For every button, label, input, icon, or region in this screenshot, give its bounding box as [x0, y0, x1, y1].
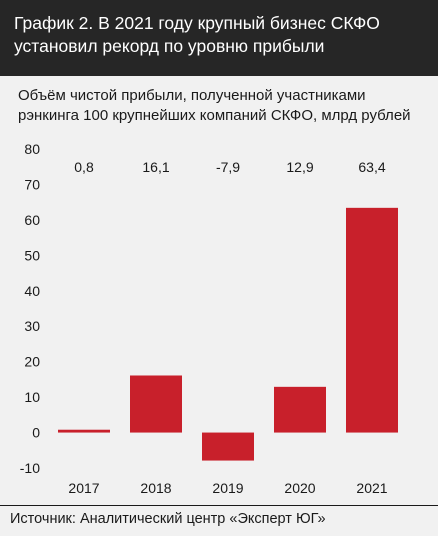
data-label: 63,4	[358, 159, 385, 175]
y-tick-label: 60	[24, 212, 40, 228]
y-tick-label: 10	[24, 389, 40, 405]
y-tick-label: 70	[24, 176, 40, 192]
x-tick-label: 2019	[212, 480, 243, 495]
footer-divider	[0, 505, 438, 506]
data-label: 16,1	[142, 159, 169, 175]
data-label: 12,9	[286, 159, 313, 175]
bar-2019	[202, 432, 254, 461]
chart-header: График 2. В 2021 году крупный бизнес СКФ…	[0, 0, 438, 76]
x-tick-label: 2020	[284, 480, 315, 495]
x-tick-label: 2017	[68, 480, 99, 495]
y-tick-label: 80	[24, 141, 40, 157]
bar-2017	[58, 429, 110, 433]
y-tick-label: 50	[24, 247, 40, 263]
y-tick-label: 30	[24, 318, 40, 334]
source-note: Источник: Аналитический центр «Эксперт Ю…	[10, 511, 326, 527]
bar-2021	[346, 207, 398, 433]
chart-subtitle: Объём чистой прибыли, полученной участни…	[18, 87, 411, 124]
y-tick-label: -10	[20, 460, 40, 476]
chart-title: График 2. В 2021 году крупный бизнес СКФ…	[14, 13, 380, 56]
data-label: -7,9	[216, 159, 240, 175]
y-tick-label: 40	[24, 283, 40, 299]
y-tick-label: 20	[24, 354, 40, 370]
data-label: 0,8	[74, 159, 94, 175]
x-tick-label: 2018	[140, 480, 171, 495]
y-tick-label: 0	[32, 425, 40, 441]
bar-2020	[274, 386, 326, 433]
x-tick-label: 2021	[356, 480, 387, 495]
bar-2018	[130, 375, 182, 433]
bar-chart: 80 70 60 50 40 30 20 10 0 -10 0,8 2017 16,1 2018 -7,9 2…	[20, 141, 398, 495]
